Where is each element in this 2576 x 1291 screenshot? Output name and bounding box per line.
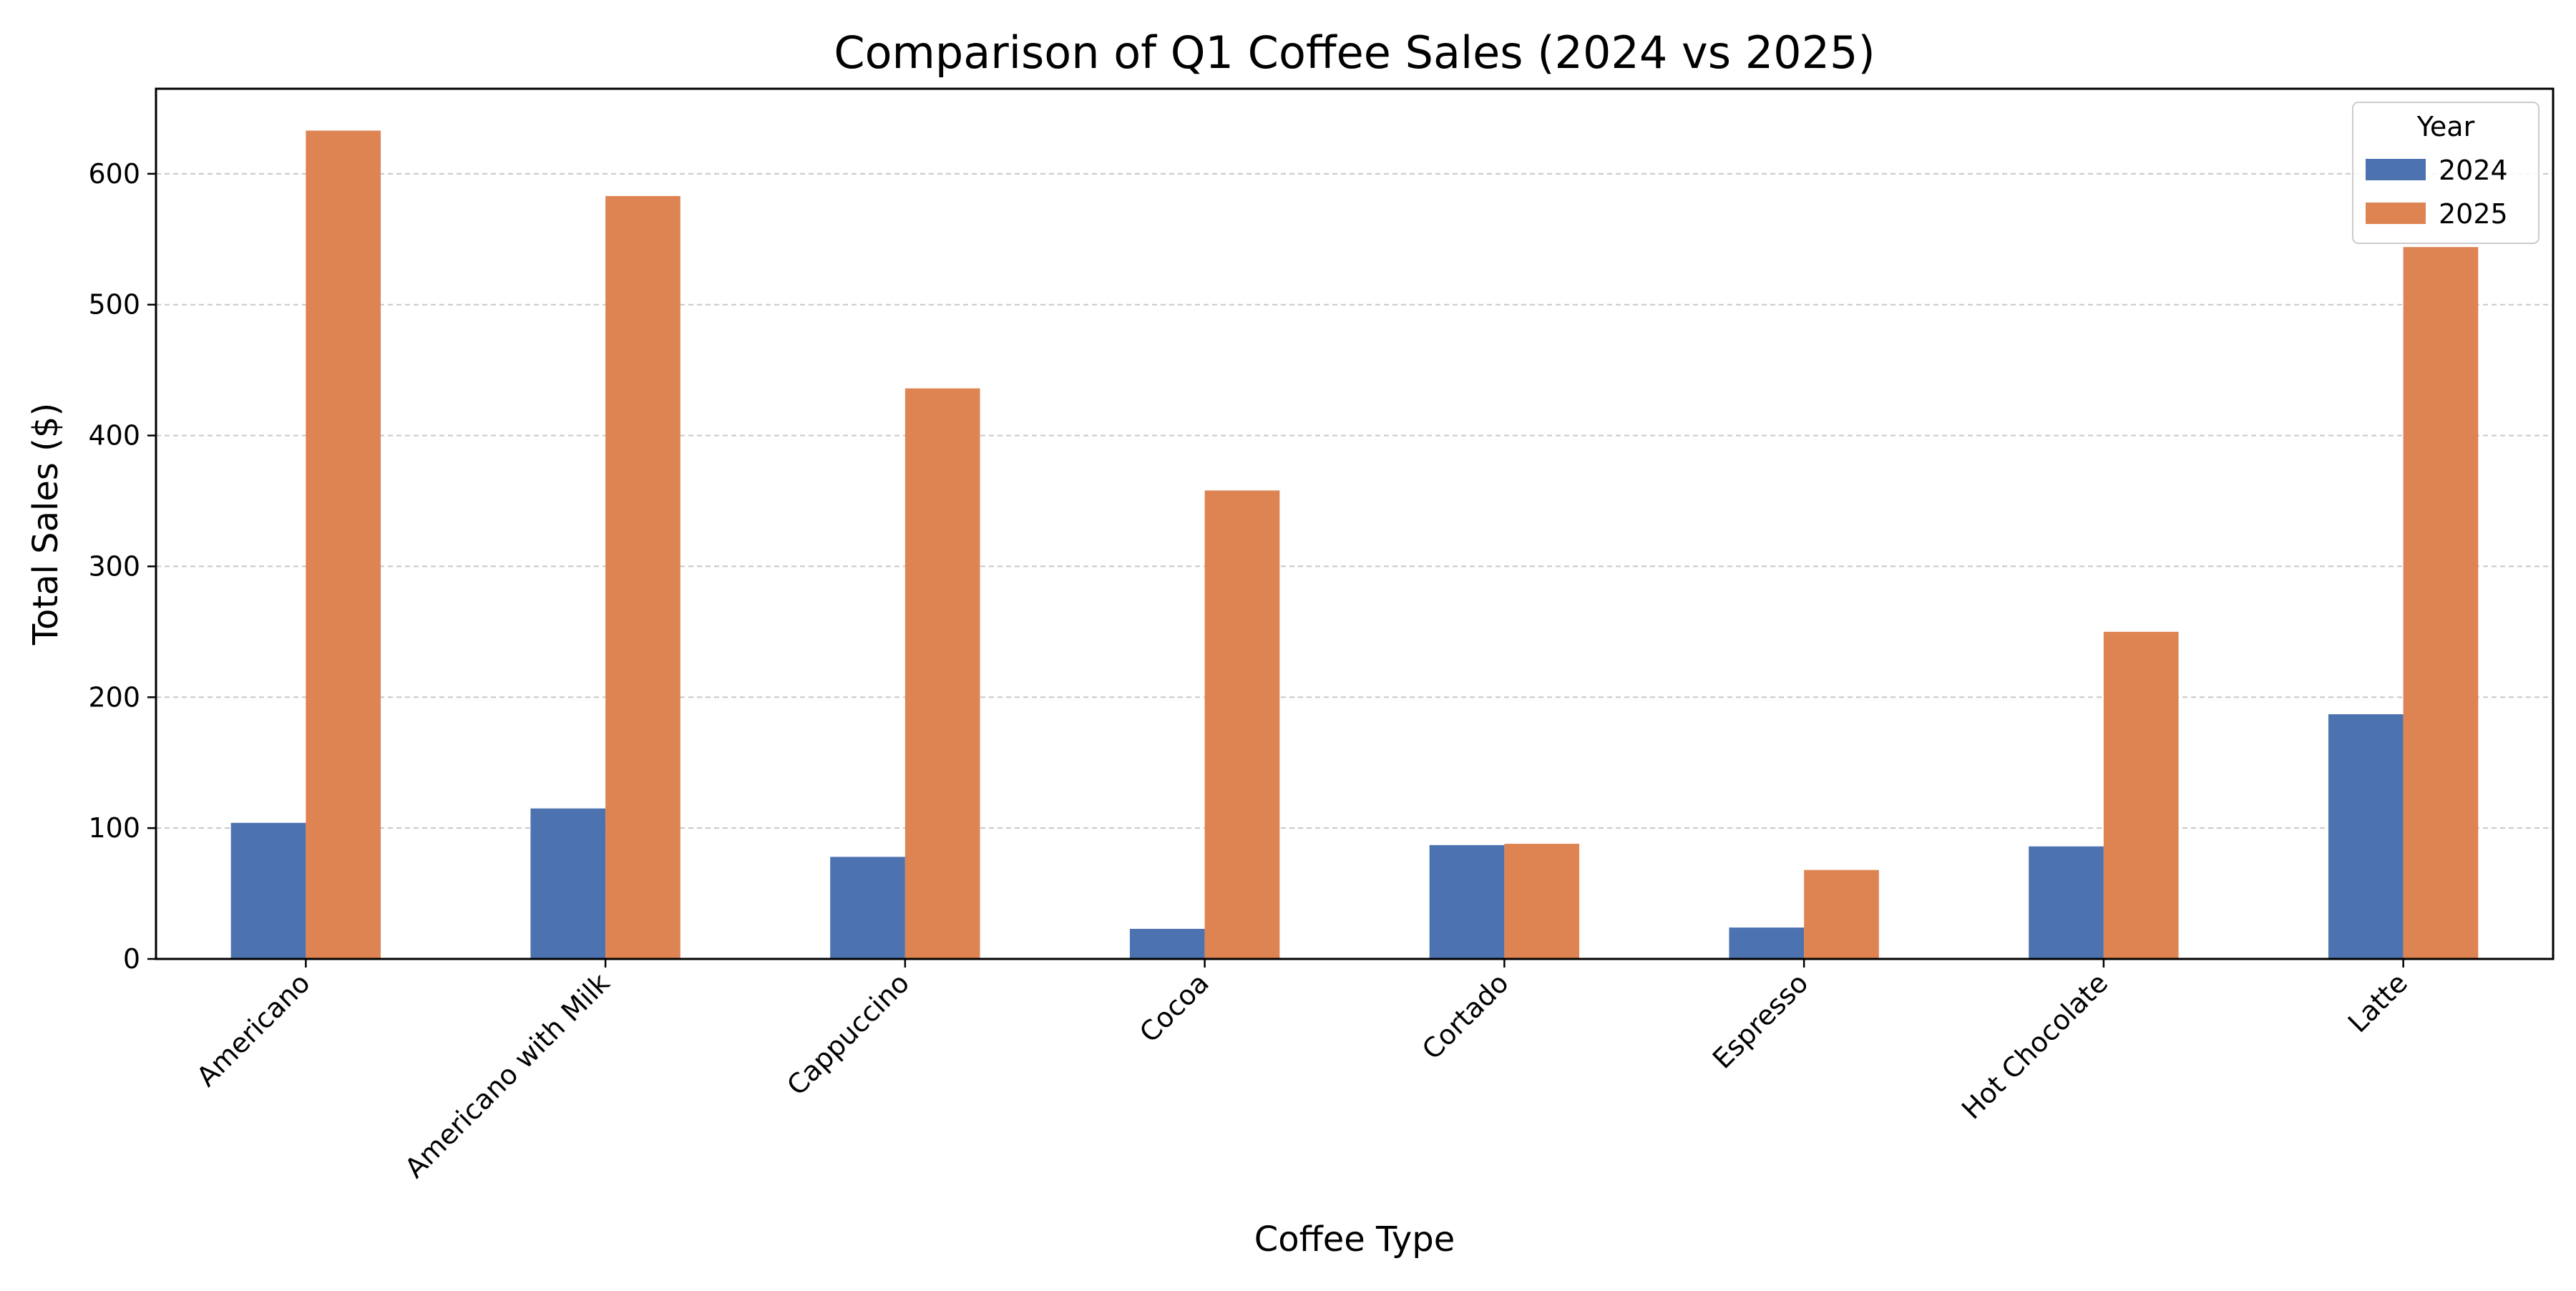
y-tick-label: 500 [88,289,140,321]
bar-2024-espresso [1729,927,1805,959]
legend-swatch-2025 [2366,203,2426,224]
legend-label-2025: 2025 [2439,198,2508,230]
x-tick-label: Cortado [1416,967,1515,1066]
bar-2024-americano [230,822,306,959]
legend: Year 2024 2025 [2352,102,2540,244]
x-tick-label: Cappuccino [781,967,915,1101]
y-tick-label: 300 [88,550,140,582]
x-tick-label: Cocoa [1133,967,1215,1048]
bar-2025-americano [306,130,381,959]
x-tick-label: Americano with Milk [399,967,615,1184]
y-tick-label: 100 [88,812,140,844]
y-tick-label: 400 [88,420,140,452]
bar-2025-latte [2403,247,2479,959]
bar-2024-hot-chocolate [2029,846,2104,959]
bar-2025-espresso [1804,869,1879,959]
x-axis: Americano Americano with Milk Cappuccino Co… [190,959,2414,1184]
x-axis-label: Coffee Type [1254,1219,1455,1260]
bar-2025-cocoa [1204,490,1280,959]
bar-2024-cappuccino [830,857,905,959]
x-tick-label: Espresso [1707,967,1815,1075]
x-tick-label: Americano [190,967,316,1092]
y-tick-label: 0 [123,943,140,975]
bar-2025-cortado [1504,844,1580,959]
bar-2024-latte [2328,714,2404,959]
chart-title: Comparison of Q1 Coffee Sales (2024 vs 2… [834,26,1875,79]
bar-2024-cocoa [1129,928,1205,959]
plot-frame [155,87,2555,960]
x-tick-label: Latte [2342,967,2414,1038]
legend-swatch-2024 [2366,159,2426,180]
grid-lines [156,172,2553,829]
y-axis-label: Total Sales ($) [26,403,66,646]
bar-2025-americano-with-milk [605,195,680,959]
legend-label-2024: 2024 [2439,155,2508,186]
y-axis: 0 100 200 300 400 500 600 [88,158,156,975]
bars [230,130,2479,959]
y-tick-label: 200 [88,681,140,713]
x-tick-label: Hot Chocolate [1956,967,2114,1125]
y-tick-label: 600 [88,158,140,190]
bar-2024-americano-with-milk [530,808,606,959]
bar-2024-cortado [1429,844,1505,959]
bar-2025-cappuccino [904,388,980,959]
legend-title: Year [2416,111,2475,142]
bar-2025-hot-chocolate [2103,631,2179,959]
